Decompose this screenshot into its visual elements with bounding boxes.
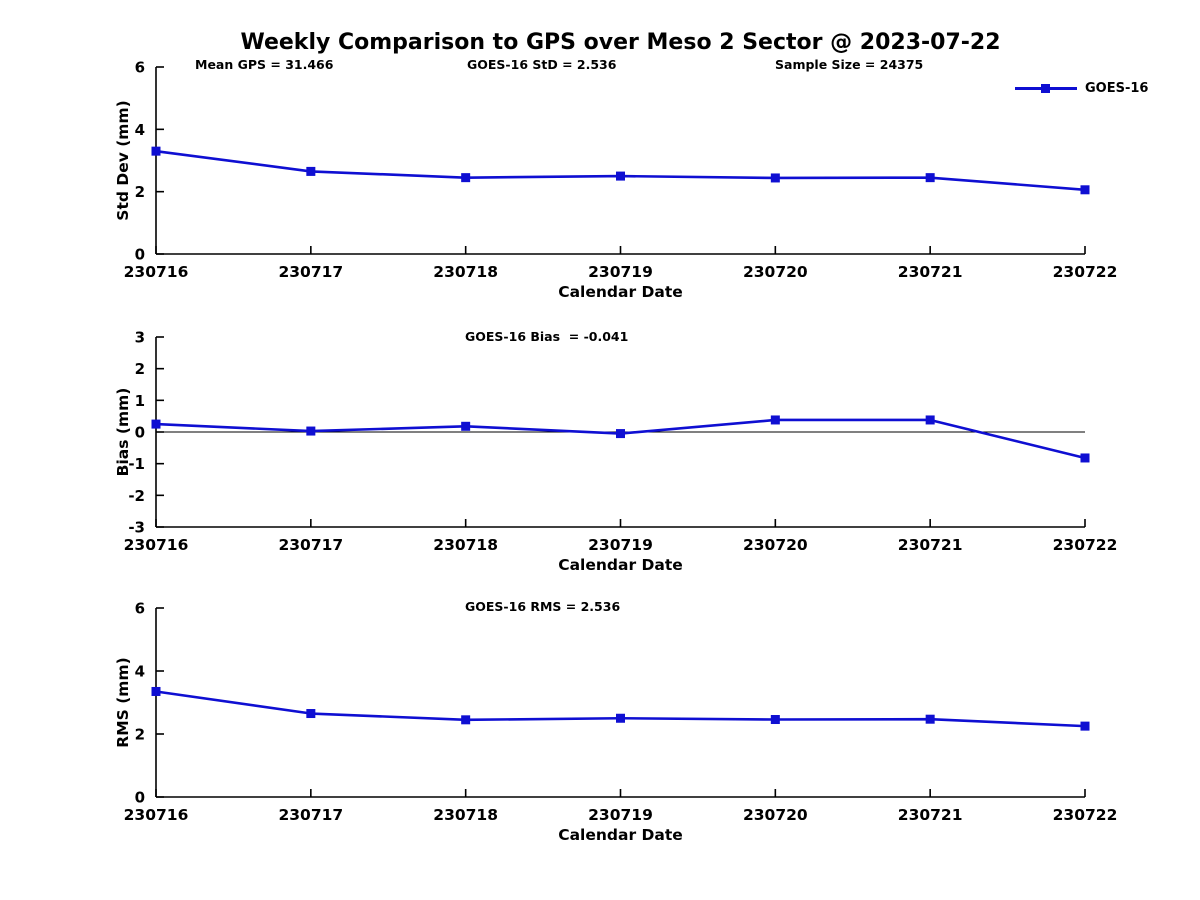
x-tick-label: 230721 [898,263,963,281]
subplot-1: 0 2 4 6 230716 230717 230718 230719 230720 230721… [114,59,1117,302]
annotation-mean-gps: Mean GPS = 31.466 [195,57,334,72]
y-tick-label: 3 [135,329,145,347]
legend-square-marker [1041,84,1050,93]
data-point-marker [151,146,161,156]
annotation-goes16-rms: GOES-16 RMS = 2.536 [465,599,621,614]
x-tick-label: 230720 [743,263,808,281]
y-tick-label: 6 [135,59,145,77]
data-point-marker [306,709,316,719]
y-tick-label: -2 [128,487,145,505]
y-tick-label: 6 [135,600,145,618]
data-point-marker [1080,185,1090,195]
x-tick-label: 230718 [433,263,498,281]
annotation-goes16-std: GOES-16 StD = 2.536 [467,57,617,72]
x-tick-label: 230720 [743,806,808,824]
data-point-marker [925,714,935,724]
data-point-marker [770,715,780,725]
subplot-3: 0 2 4 6 230716 230717 230718 230719 230720 230721… [114,600,1117,845]
x-tick-label: 230717 [278,806,343,824]
x-tick-label: 230718 [433,806,498,824]
legend-line-sample [1015,84,1077,93]
x-tick-label: 230721 [898,536,963,554]
data-point-marker [616,429,625,439]
data-point-marker [925,173,935,183]
annotation-sample-size: Sample Size = 24375 [775,57,924,72]
y-tick-label: 2 [135,183,145,201]
subplot-2: -3 -2 -1 0 1 2 3 230716 230717 230718 230719 230720… [114,329,1117,575]
x-tick-label: 230720 [743,536,808,554]
x-tick-label: 230721 [898,806,963,824]
data-point-marker [306,426,316,436]
y-tick-label: 2 [135,360,145,378]
y-tick-label: 0 [135,424,145,442]
data-point-marker [151,686,161,696]
x-tick-label: 230716 [124,263,189,281]
data-point-marker [616,713,625,723]
data-point-marker [1080,453,1090,463]
x-axis-label: Calendar Date [558,283,683,301]
chart-title: Weekly Comparison to GPS over Meso 2 Sec… [240,30,1001,55]
y-tick-label: 4 [135,663,145,681]
x-axis-label: Calendar Date [558,556,683,574]
data-point-marker [770,415,780,425]
legend-label: GOES-16 [1085,81,1149,96]
data-point-marker [151,419,161,429]
y-tick-label: -1 [128,455,145,473]
x-tick-label: 230719 [588,806,653,824]
x-tick-label: 230722 [1053,536,1118,554]
x-tick-label: 230716 [124,536,189,554]
x-tick-label: 230716 [124,806,189,824]
x-tick-label: 230722 [1053,806,1118,824]
annotation-goes16-bias: GOES-16 Bias = -0.041 [465,329,629,344]
data-point-marker [925,415,935,425]
data-point-marker [461,173,471,183]
data-point-marker [1080,721,1090,731]
data-point-marker [616,171,625,181]
y-tick-label: 0 [135,246,145,264]
y-axis-label: Bias (mm) [114,388,132,477]
y-tick-label: 1 [135,392,145,410]
y-axis-label: Std Dev (mm) [114,100,132,220]
x-tick-label: 230717 [278,536,343,554]
legend: GOES-16 [1015,81,1148,96]
y-axis-label: RMS (mm) [114,657,132,747]
data-point-marker [770,173,780,183]
x-tick-label: 230722 [1053,263,1118,281]
x-axis-label: Calendar Date [558,826,683,844]
series-line [155,418,1086,460]
y-tick-label: 2 [135,726,145,744]
x-tick-label: 230717 [278,263,343,281]
y-tick-label: 4 [135,121,145,139]
y-tick-label: 0 [135,789,145,807]
series-line [155,149,1086,192]
x-tick-label: 230719 [588,263,653,281]
data-point-marker [306,166,316,176]
x-tick-label: 230719 [588,536,653,554]
x-tick-label: 230718 [433,536,498,554]
data-point-marker [461,421,471,431]
y-tick-label: -3 [128,519,145,537]
data-point-marker [461,715,471,725]
